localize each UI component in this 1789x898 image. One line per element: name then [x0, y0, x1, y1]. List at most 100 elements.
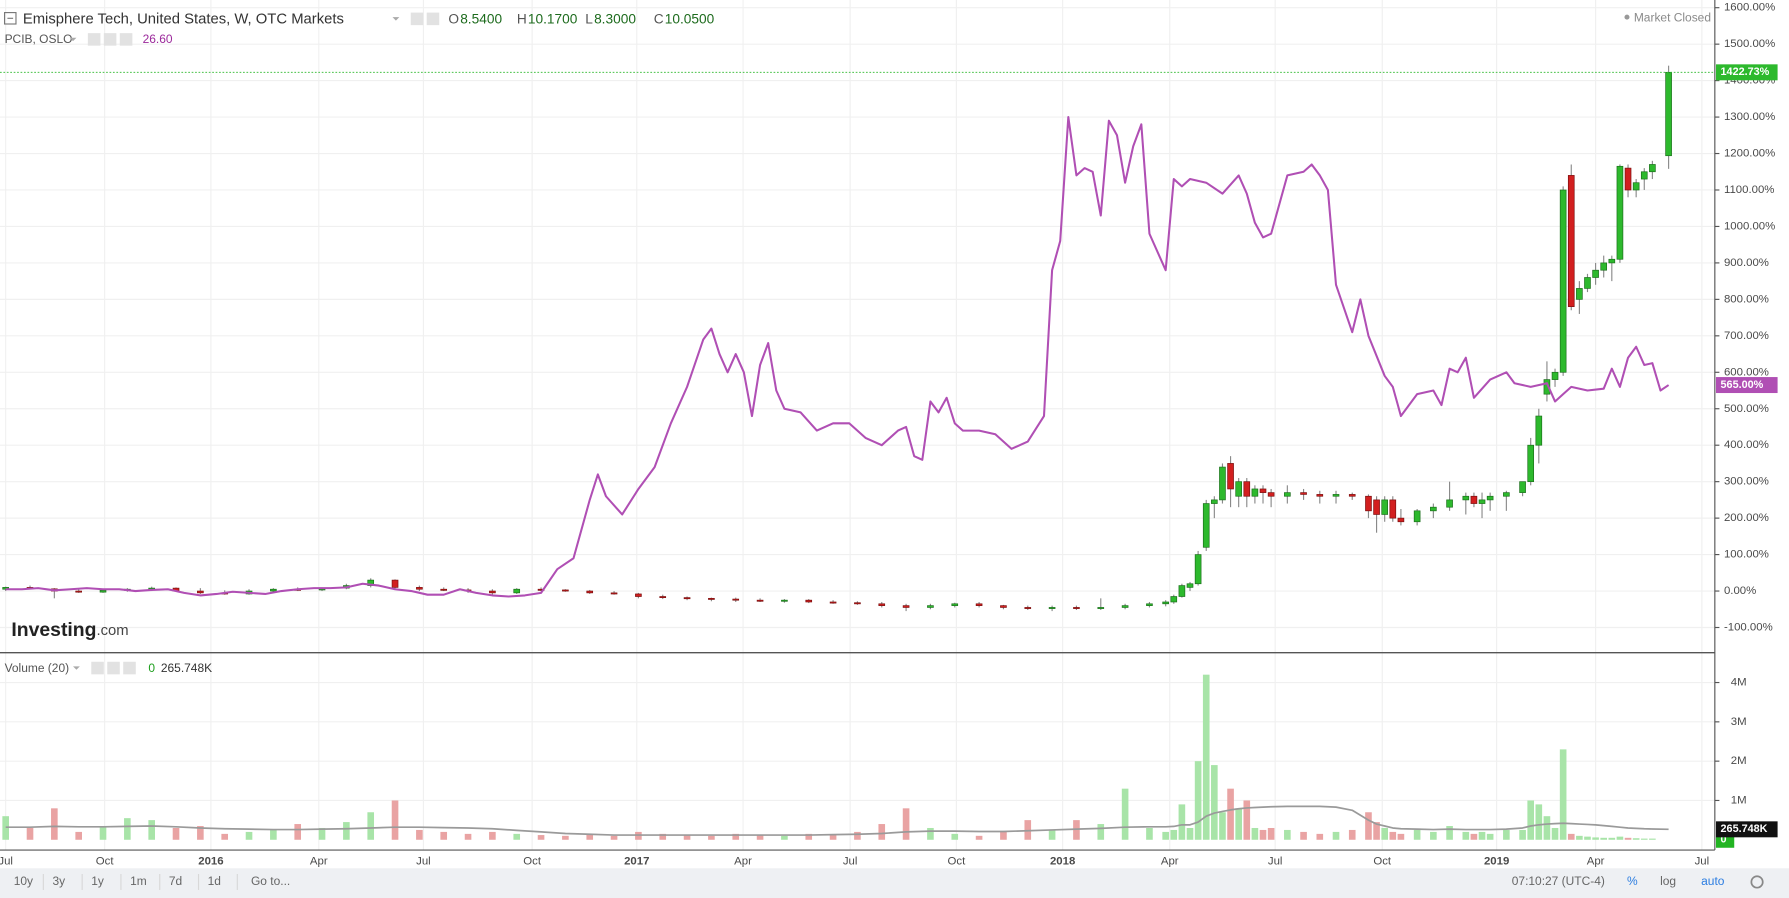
candle-body [1373, 499, 1380, 515]
candle-body [635, 593, 642, 597]
volume-bar [683, 835, 691, 840]
volume-bar [1462, 831, 1470, 840]
volume-bar [197, 826, 204, 840]
volume-bar [1243, 800, 1251, 840]
range-button[interactable]: 1d [208, 874, 221, 888]
volume-bar [1202, 674, 1210, 840]
candle-body [951, 603, 959, 606]
range-button[interactable]: 1m [130, 874, 147, 888]
ohlc-item: C10.0500 [654, 11, 715, 26]
remove-icon[interactable] [119, 33, 133, 46]
candle-body [1584, 277, 1591, 289]
value-tag-label: 565.00% [1721, 379, 1764, 391]
volume-bar [270, 829, 277, 840]
y-tick-label: 900.00% [1724, 257, 1769, 269]
y-tick-label: 2M [1731, 755, 1747, 767]
volume-bar [1397, 833, 1405, 840]
candle-body [1121, 605, 1129, 608]
candle-body [1446, 499, 1453, 508]
eye-icon[interactable] [87, 33, 101, 46]
candle-body [975, 603, 983, 606]
candle-body [1624, 167, 1632, 191]
candle-body [99, 589, 107, 593]
volume-bar [464, 833, 472, 840]
goto-button[interactable]: Go to... [251, 874, 290, 888]
candle-body [1413, 510, 1421, 523]
candle-body [1211, 499, 1218, 504]
y-tick-label: 4M [1731, 677, 1747, 689]
volume-bar [586, 833, 594, 840]
candle-body [1462, 495, 1470, 501]
candle-body [1567, 175, 1575, 308]
candle-body [1097, 607, 1105, 609]
volume-bar [294, 824, 302, 840]
ohlc-item: L8.3000 [585, 11, 636, 26]
volume-bar [1178, 804, 1186, 840]
y-tick-label: -100.00% [1724, 622, 1773, 634]
volume-bar [1146, 827, 1153, 840]
volume-bar [1267, 827, 1275, 840]
remove-icon[interactable] [123, 661, 136, 675]
dropdown-caret[interactable] [69, 37, 77, 42]
y-tick-label: 1300.00% [1724, 111, 1775, 123]
candle-body [708, 597, 715, 600]
candle-body [1600, 262, 1608, 271]
candle-body [1559, 189, 1567, 373]
eye-icon[interactable] [410, 12, 424, 26]
x-tick-label: Jul [1268, 855, 1283, 867]
candle-body [562, 589, 569, 592]
range-button[interactable]: 3y [52, 874, 65, 888]
mode-toggle[interactable]: log [1660, 874, 1676, 888]
volume-bar [1211, 765, 1218, 840]
volume-bar [1632, 838, 1640, 840]
x-tick-label: Oct [96, 855, 115, 867]
dropdown-caret[interactable] [73, 666, 80, 670]
mode-toggle[interactable]: auto [1701, 874, 1725, 888]
candle-body [1535, 415, 1543, 446]
settings-icon[interactable] [107, 661, 120, 675]
volume-bar [1608, 837, 1616, 840]
volume-bar [99, 826, 107, 840]
dropdown-caret[interactable] [392, 17, 400, 21]
volume-bar [391, 800, 399, 840]
eye-icon[interactable] [91, 661, 104, 675]
volume-bar [1300, 831, 1307, 840]
line-series [5, 116, 1670, 598]
mode-toggle[interactable]: % [1627, 874, 1638, 888]
volume-bar [1097, 824, 1105, 840]
status-dot [1624, 14, 1630, 20]
volume-bar [1284, 829, 1291, 840]
settings-icon[interactable] [426, 12, 440, 26]
range-button[interactable]: 10y [14, 874, 33, 888]
volume-bar [1486, 833, 1494, 840]
volume-bar [1186, 827, 1194, 840]
volume-bar [902, 808, 910, 840]
collapse-icon[interactable] [3, 12, 17, 25]
candle-body [1608, 258, 1616, 264]
candle-body [197, 590, 204, 594]
volume-bar [318, 827, 326, 840]
candle-body [1235, 481, 1242, 497]
candle-body [902, 605, 910, 608]
y-tick-label: 3M [1731, 716, 1747, 728]
candle-body [1073, 607, 1080, 609]
candle-body [513, 588, 521, 594]
range-button[interactable]: 7d [169, 874, 182, 888]
volume-bar [1519, 829, 1526, 840]
volume-bar [732, 833, 740, 840]
price-tag [1715, 64, 1778, 81]
range-button[interactable]: 1y [91, 874, 104, 888]
candle-body [1365, 495, 1372, 512]
candle-body [1267, 492, 1275, 497]
settings-gear[interactable] [1750, 875, 1764, 889]
settings-icon[interactable] [103, 33, 117, 46]
candle-body [1397, 517, 1405, 523]
volume-bar [440, 831, 448, 840]
candle-body [610, 592, 618, 595]
volume-bar [1194, 761, 1202, 840]
volume-bar [1430, 831, 1437, 840]
volume-bar [610, 835, 618, 840]
ohlc-key: L [585, 11, 593, 26]
x-tick-label: Oct [1373, 855, 1392, 867]
